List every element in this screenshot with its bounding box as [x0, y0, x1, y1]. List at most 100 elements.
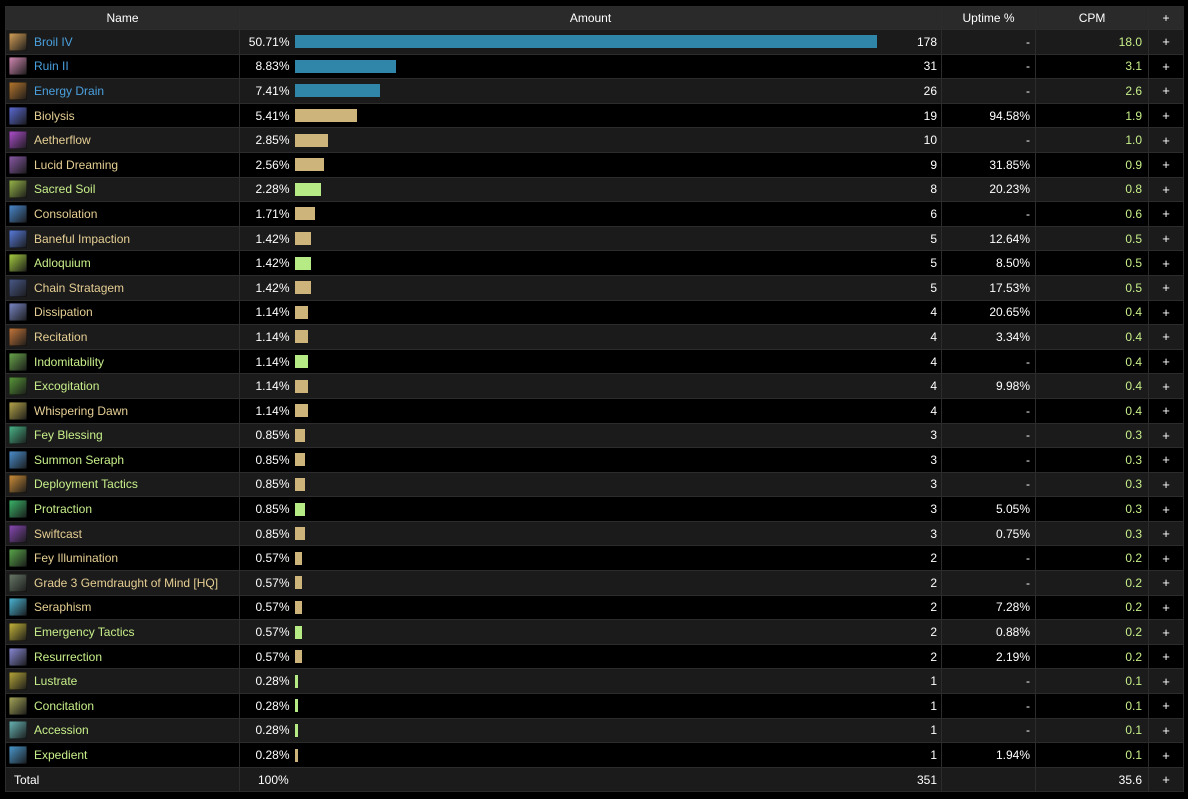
expand-row-button[interactable]: +: [1148, 742, 1185, 768]
expand-row-button[interactable]: +: [1148, 299, 1185, 326]
table-row[interactable]: Resurrection 0.57% 2 2.19% 0.2 +: [5, 643, 1185, 670]
table-row[interactable]: Baneful Impaction 1.42% 5 12.64% 0.5 +: [5, 225, 1185, 252]
ability-link[interactable]: Ruin II: [34, 59, 69, 74]
ability-link[interactable]: Summon Seraph: [34, 452, 125, 467]
table-row[interactable]: Swiftcast 0.85% 3 0.75% 0.3 +: [5, 520, 1185, 547]
table-row[interactable]: Chain Stratagem 1.42% 5 17.53% 0.5 +: [5, 274, 1185, 301]
ability-link[interactable]: Recitation: [34, 329, 88, 344]
expand-row-button[interactable]: +: [1148, 324, 1185, 350]
ability-link[interactable]: Consolation: [34, 206, 98, 221]
ability-link[interactable]: Adloquium: [34, 256, 91, 271]
expand-row-button[interactable]: +: [1148, 520, 1185, 547]
uptime-column-header[interactable]: Uptime %: [941, 6, 1037, 30]
ability-link[interactable]: Indomitability: [34, 354, 105, 369]
ability-link[interactable]: Aetherflow: [34, 133, 91, 148]
table-row[interactable]: Lustrate 0.28% 1-0.1 +: [5, 668, 1185, 695]
expand-row-button[interactable]: +: [1148, 397, 1185, 424]
expand-row-button[interactable]: +: [1148, 225, 1185, 252]
table-row[interactable]: Fey Blessing 0.85% 3-0.3 +: [5, 422, 1185, 449]
expand-row-button[interactable]: +: [1148, 570, 1185, 596]
ability-link[interactable]: Lucid Dreaming: [34, 157, 119, 172]
cpm-column-header[interactable]: CPM: [1035, 6, 1150, 30]
ability-link[interactable]: Dissipation: [34, 305, 93, 320]
table-row[interactable]: Broil IV 50.71% 178-18.0 +: [5, 29, 1185, 55]
expand-row-button[interactable]: +: [1148, 274, 1185, 301]
table-row[interactable]: Whispering Dawn 1.14% 4-0.4 +: [5, 397, 1185, 424]
table-row[interactable]: Aetherflow 2.85% 10-1.0 +: [5, 127, 1185, 153]
uptime-value: 1.94%: [941, 742, 1037, 768]
table-row[interactable]: Dissipation 1.14% 4 20.65% 0.4 +: [5, 299, 1185, 326]
expand-row-button[interactable]: +: [1148, 127, 1185, 153]
amount-bar: [294, 699, 298, 713]
table-row[interactable]: Seraphism 0.57% 2 7.28% 0.2 +: [5, 594, 1185, 621]
expand-row-button[interactable]: +: [1148, 717, 1185, 744]
table-row[interactable]: Emergency Tactics 0.57% 2 0.88% 0.2 +: [5, 619, 1185, 645]
table-row[interactable]: Deployment Tactics 0.85% 3-0.3 +: [5, 471, 1185, 498]
expand-row-button[interactable]: +: [1148, 176, 1185, 203]
expand-row-button[interactable]: +: [1148, 78, 1185, 104]
ability-link[interactable]: Sacred Soil: [34, 182, 96, 197]
expand-row-button[interactable]: +: [1148, 373, 1185, 399]
table-row[interactable]: Protraction 0.85% 3 5.05% 0.3 +: [5, 496, 1185, 522]
amount-column-header[interactable]: Amount: [238, 6, 943, 30]
expand-row-button[interactable]: +: [1148, 594, 1185, 621]
expand-row-button[interactable]: +: [1148, 102, 1185, 129]
ability-link[interactable]: Whispering Dawn: [34, 403, 129, 418]
expand-row-button[interactable]: +: [1148, 643, 1185, 670]
table-row[interactable]: Indomitability 1.14% 4-0.4 +: [5, 348, 1185, 375]
table-row[interactable]: Summon Seraph 0.85% 3-0.3 +: [5, 447, 1185, 473]
table-row[interactable]: Biolysis 5.41% 19 94.58% 1.9 +: [5, 102, 1185, 129]
expand-row-button[interactable]: +: [1148, 545, 1185, 572]
ability-link[interactable]: Protraction: [34, 502, 93, 517]
ability-link[interactable]: Biolysis: [34, 108, 75, 123]
expand-row-button[interactable]: +: [1148, 693, 1185, 719]
expand-row-button[interactable]: +: [1148, 496, 1185, 522]
ability-link[interactable]: Accession: [34, 723, 89, 738]
ability-link[interactable]: Baneful Impaction: [34, 231, 131, 246]
ability-link[interactable]: Expedient: [34, 748, 88, 763]
ability-link[interactable]: Concitation: [34, 698, 95, 713]
ability-link[interactable]: Fey Illumination: [34, 551, 119, 566]
table-row[interactable]: Accession 0.28% 1-0.1 +: [5, 717, 1185, 744]
aetherflow-icon: [9, 131, 27, 150]
ability-link[interactable]: Excogitation: [34, 379, 100, 394]
name-column-header[interactable]: Name: [5, 6, 240, 30]
expand-row-button[interactable]: +: [1148, 668, 1185, 695]
ability-link[interactable]: Emergency Tactics: [34, 625, 135, 640]
table-row[interactable]: Fey Illumination 0.57% 2-0.2 +: [5, 545, 1185, 572]
expand-row-button[interactable]: +: [1148, 348, 1185, 375]
ability-link[interactable]: Chain Stratagem: [34, 280, 125, 295]
expand-row-button[interactable]: +: [1148, 53, 1185, 80]
ability-link[interactable]: Seraphism: [34, 600, 92, 615]
expand-all-button[interactable]: +: [1148, 6, 1185, 30]
table-row[interactable]: Concitation 0.28% 1-0.1 +: [5, 693, 1185, 719]
expand-row-button[interactable]: +: [1148, 29, 1185, 55]
ability-link[interactable]: Energy Drain: [34, 83, 105, 98]
ability-link[interactable]: Fey Blessing: [34, 428, 103, 443]
expand-row-button[interactable]: +: [1148, 422, 1185, 449]
expand-row-button[interactable]: +: [1148, 250, 1185, 276]
table-row[interactable]: Sacred Soil 2.28% 8 20.23% 0.8 +: [5, 176, 1185, 203]
expand-row-button[interactable]: +: [1148, 619, 1185, 645]
total-expand-button[interactable]: +: [1148, 766, 1185, 793]
expand-row-button[interactable]: +: [1148, 151, 1185, 178]
ability-link[interactable]: Lustrate: [34, 674, 78, 689]
ability-link[interactable]: Deployment Tactics: [34, 477, 138, 492]
table-row[interactable]: Consolation 1.71% 6-0.6 +: [5, 201, 1185, 227]
amount-bar-cell: [293, 373, 884, 399]
ability-link[interactable]: Resurrection: [34, 649, 103, 664]
ability-link[interactable]: Swiftcast: [34, 526, 83, 541]
table-row[interactable]: Recitation 1.14% 4 3.34% 0.4 +: [5, 324, 1185, 350]
table-row[interactable]: Grade 3 Gemdraught of Mind [HQ] 0.57% 2-0.…: [5, 570, 1185, 596]
expand-row-button[interactable]: +: [1148, 471, 1185, 498]
table-row[interactable]: Ruin II 8.83% 31-3.1 +: [5, 53, 1185, 80]
table-row[interactable]: Excogitation 1.14% 4 9.98% 0.4 +: [5, 373, 1185, 399]
expand-row-button[interactable]: +: [1148, 201, 1185, 227]
ability-link[interactable]: Grade 3 Gemdraught of Mind [HQ]: [34, 575, 219, 590]
ability-link[interactable]: Broil IV: [34, 34, 73, 49]
table-row[interactable]: Energy Drain 7.41% 26-2.6 +: [5, 78, 1185, 104]
expand-row-button[interactable]: +: [1148, 447, 1185, 473]
table-row[interactable]: Lucid Dreaming 2.56% 9 31.85% 0.9 +: [5, 151, 1185, 178]
table-row[interactable]: Adloquium 1.42% 5 8.50% 0.5 +: [5, 250, 1185, 276]
table-row[interactable]: Expedient 0.28% 1 1.94% 0.1 +: [5, 742, 1185, 768]
